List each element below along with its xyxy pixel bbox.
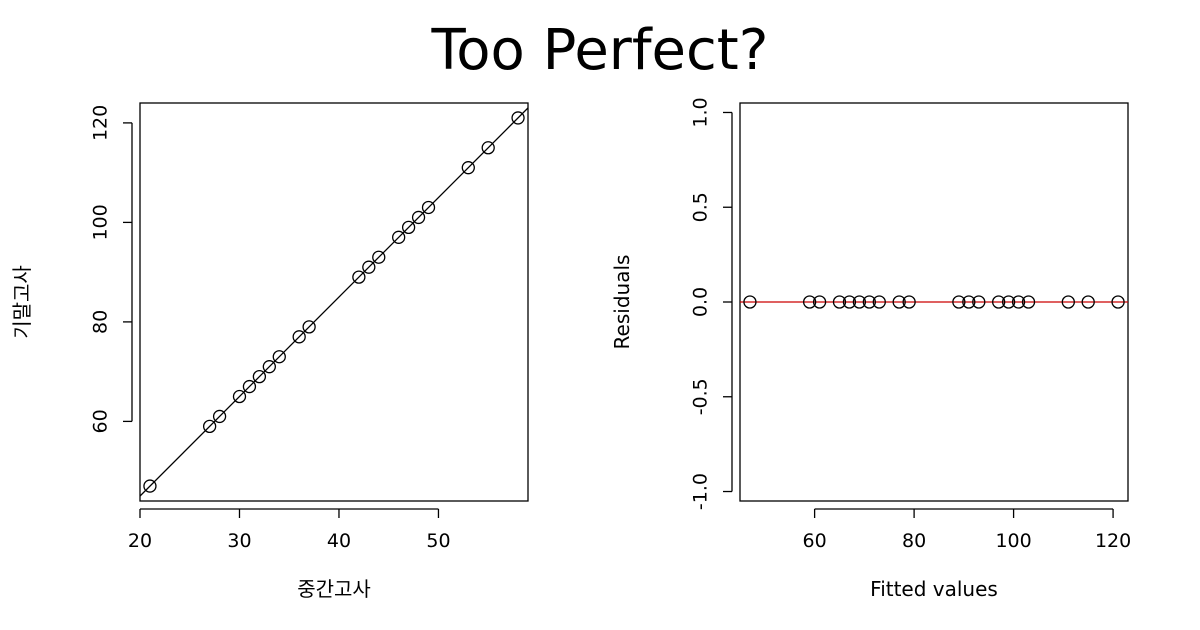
chart-title: Too Perfect? [431, 18, 769, 83]
y-tick-label: 120 [90, 105, 112, 141]
data-point [461, 161, 475, 175]
plot-scatter-exam: 20 30 40 50 60 80 100 120 중간고사 기말고사 [10, 102, 529, 601]
data-point [262, 360, 276, 374]
fit-line [140, 107, 528, 497]
x-tick-label: 80 [902, 530, 926, 552]
data-point [421, 200, 436, 215]
data-point [972, 295, 986, 309]
data-point [743, 295, 757, 309]
plot-residuals: 60 80 100 120 -1.0 -0.5 0.0 0.5 1.0 Fitted values… [610, 97, 1131, 601]
data-point [252, 369, 267, 384]
y-axis-title: Residuals [610, 255, 634, 350]
data-point [1021, 295, 1036, 309]
data-point [411, 210, 426, 225]
y-tick-label: 0.5 [690, 192, 712, 222]
data-point [962, 295, 976, 309]
data-point [1011, 295, 1026, 309]
data-point [292, 330, 306, 344]
data-point [862, 295, 876, 309]
data-point [372, 250, 386, 264]
y-tick-label: 100 [90, 204, 112, 240]
y-tick-label: 0.0 [690, 287, 712, 317]
data-point [902, 295, 916, 309]
data-point [1081, 295, 1095, 309]
y-tick-label: 60 [90, 409, 112, 433]
data-point [832, 295, 847, 309]
data-point [232, 389, 247, 404]
x-tick-label: 20 [128, 530, 152, 552]
data-point [202, 419, 217, 434]
x-tick-label: 40 [327, 530, 351, 552]
data-point [952, 295, 966, 309]
data-point [481, 141, 495, 155]
x-tick-label: 120 [1095, 530, 1131, 552]
x-axis-title: Fitted values [870, 577, 998, 601]
data-point [1061, 295, 1075, 309]
data-point [842, 295, 857, 309]
data-point [812, 295, 827, 309]
data-point [852, 295, 867, 309]
data-point [212, 409, 227, 424]
data-point [1111, 295, 1125, 309]
data-point [802, 295, 817, 309]
y-axis-title: 기말고사 [10, 265, 34, 339]
data-point [362, 260, 376, 274]
data-point [872, 295, 886, 309]
x-tick-label: 60 [803, 530, 827, 552]
data-point [892, 295, 906, 309]
y-tick-label: -0.5 [690, 378, 712, 415]
x-tick-label: 100 [995, 530, 1031, 552]
data-point [242, 379, 257, 394]
data-point [272, 350, 286, 364]
data-point [1001, 295, 1016, 309]
data-point [352, 270, 366, 284]
plot-frame [139, 102, 529, 502]
data-point [143, 479, 157, 493]
y-tick-label: 80 [90, 310, 112, 334]
data-point [992, 295, 1006, 309]
x-tick-label: 50 [426, 530, 450, 552]
data-point [511, 111, 525, 125]
data-point [392, 230, 406, 244]
y-tick-label: -1.0 [690, 473, 712, 510]
x-axis-title: 중간고사 [297, 577, 371, 601]
data-point [401, 220, 416, 235]
x-tick-label: 30 [227, 530, 251, 552]
data-point [302, 320, 316, 334]
y-tick-label: 1.0 [690, 97, 712, 127]
